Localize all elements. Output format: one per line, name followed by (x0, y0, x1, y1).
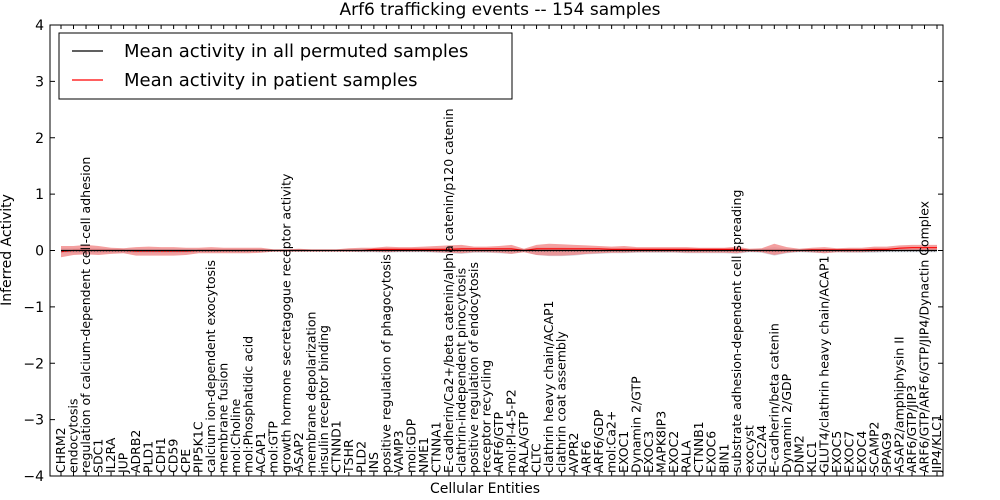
x-tick-label: receptor recycling (479, 360, 494, 473)
x-tick-label: clathrin heavy chain/ACAP1 (541, 300, 556, 473)
chart-title: Arf6 trafficking events -- 154 samples (339, 0, 660, 20)
y-tick-label: 1 (35, 187, 44, 203)
x-tick-label: CLTC (529, 443, 544, 473)
x-tick-label: BIN1 (716, 443, 731, 473)
legend: Mean activity in all permuted samples Me… (58, 32, 513, 100)
y-tick-label: −2 (23, 356, 44, 372)
y-tick-label: −3 (23, 413, 44, 429)
x-tick-label: TSHR (341, 439, 356, 474)
y-tick-label: 2 (35, 131, 44, 147)
x-tick-label: ACAP1 (253, 432, 268, 473)
x-tick-label: INS (366, 452, 381, 473)
x-tick-label: endocytosis (66, 398, 81, 473)
x-tick-label: CHRM2 (53, 427, 68, 473)
x-tick-label: EXOC2 (666, 431, 681, 473)
x-tick-label: JIP4/KLC1 (929, 414, 944, 474)
x-tick-label: EXOC6 (704, 431, 719, 473)
x-tick-label: PLD2 (353, 441, 368, 473)
x-tick-label: E-cadherin/Ca2+/beta catenin/alpha caten… (441, 108, 456, 473)
x-tick-label: growth hormone secretagogue receptor act… (278, 173, 293, 473)
x-tick-label: positive regulation of endocytosis (466, 262, 481, 473)
x-tick-label: ARF6/GTP/JIP3 (904, 385, 919, 473)
x-tick-label: regulation of calcium-dependent cell-cel… (78, 157, 93, 473)
x-tick-label: positive regulation of phagocytosis (378, 254, 393, 473)
x-tick-label: substrate adhesion-dependent cell spread… (729, 190, 744, 473)
x-tick-label: CTNNA1 (428, 421, 443, 473)
x-tick-label: SPAG9 (879, 432, 894, 473)
y-tick-label: −1 (23, 300, 44, 316)
x-tick-label: RALA/GTP (516, 411, 531, 473)
x-tick-label: KLC1 (804, 441, 819, 473)
series-lines (60, 247, 937, 253)
x-tick-label: SDC1 (91, 439, 106, 473)
legend-permuted-label: Mean activity in all permuted samples (124, 41, 468, 62)
y-tick-label: 0 (35, 244, 44, 260)
x-tick-label: clathrin-independent pinocytosis (454, 268, 469, 473)
x-tick-label: insulin receptor binding (316, 325, 331, 473)
x-tick-label: AVPR2 (566, 433, 581, 473)
y-tick-label: 3 (35, 74, 44, 90)
legend-patient-label: Mean activity in patient samples (124, 70, 418, 91)
x-tick-label: ARF6/GTP/ARF6/GTP/JIP4/Dynactin Complex (917, 201, 932, 473)
x-tick-label: mol:Ca2+ (604, 411, 619, 473)
x-tick-label: DNM2 (791, 435, 806, 473)
y-axis: −4 −3 −2 −1 0 1 2 3 4 (23, 18, 943, 485)
x-tick-label: ASAP2 (291, 432, 306, 473)
x-tick-label: E-cadherin/beta catenin (766, 323, 781, 473)
x-tick-label: SCAMP2 (866, 421, 881, 473)
y-tick-label: −4 (23, 469, 44, 485)
x-tick-label: calcium ion-dependent exocytosis (203, 260, 218, 473)
x-axis-label: Cellular Entities (430, 481, 540, 497)
x-tick-label: CTNNB1 (691, 421, 706, 473)
x-tick-label: JUP (116, 452, 131, 474)
x-axis (60, 25, 938, 476)
x-tick-label: exocyst (741, 425, 756, 473)
x-tick-label: Dynamin 2/GTP (629, 376, 644, 473)
x-tick-label: clathrin coat assembly (554, 331, 569, 473)
x-tick-label: SLC2A4 (754, 425, 769, 473)
x-tick-label: ARF6/GTP (491, 412, 506, 473)
x-tick-label: ADRB2 (128, 430, 143, 473)
x-tick-label: CD59 (166, 439, 181, 473)
y-axis-label: Inferred Activity (0, 194, 15, 306)
x-tick-label: EXOC7 (841, 431, 856, 473)
x-tick-label: EXOC5 (829, 431, 844, 473)
x-tick-label: RALA (679, 440, 694, 473)
x-tick-label: membrane depolarization (303, 312, 318, 473)
x-tick-label: NME1 (416, 437, 431, 473)
x-tick-label: EXOC1 (616, 431, 631, 473)
x-tick-label: EXOC3 (641, 431, 656, 473)
plot-area: −4 −3 −2 −1 0 1 2 3 4 CHRM2endocytosisregulation… (23, 18, 944, 485)
x-tick-label: ARF6 (579, 441, 594, 473)
x-tick-label: IL2RA (103, 437, 118, 473)
x-tick-label: VAMP3 (391, 430, 406, 473)
x-tick-label: PIP5K1C (191, 421, 206, 473)
x-tick-label: ASAP2/amphiphysin II (892, 336, 907, 473)
x-tick-label: mol:GTP (266, 421, 281, 473)
x-tick-label: mol:PI-4-5-P2 (504, 389, 519, 473)
x-tick-label: membrane fusion (216, 363, 231, 473)
x-tick-label: MAPK8IP3 (654, 411, 669, 473)
x-tick-label: mol:Phosphatidic acid (241, 336, 256, 473)
x-tick-label: mol:Choline (228, 398, 243, 473)
x-tick-label: CPE (178, 449, 193, 473)
y-tick-label: 4 (35, 18, 44, 34)
x-tick-label: GLUT4/clathrin heavy chain/ACAP1 (816, 255, 831, 473)
x-tick-label: EXOC4 (854, 431, 869, 473)
x-tick-label: mol:GDP (403, 418, 418, 473)
x-tick-label: CDH1 (153, 437, 168, 473)
x-tick-label: Dynamin 2/GDP (779, 373, 794, 473)
legend-box (58, 32, 513, 100)
x-tick-label: PLD1 (141, 441, 156, 473)
x-tick-label: ARF6/GDP (591, 409, 606, 473)
x-tick-label: CTNND1 (328, 420, 343, 473)
